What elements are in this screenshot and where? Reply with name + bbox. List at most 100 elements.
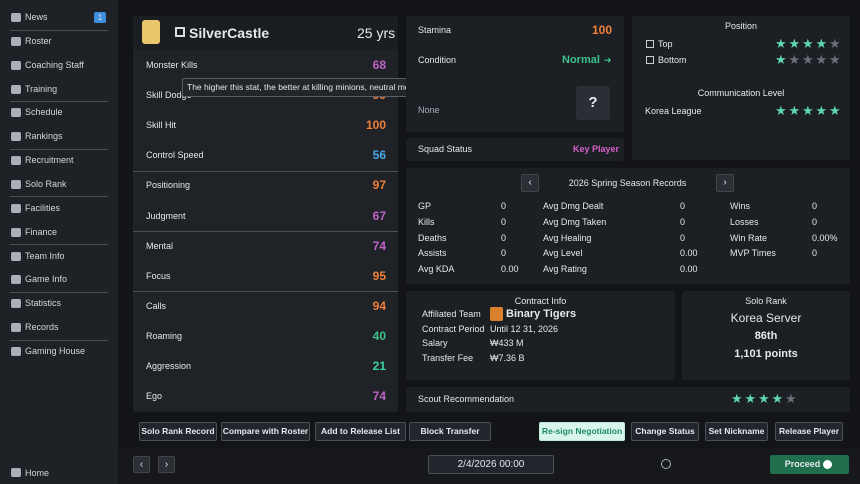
nav-item[interactable]: Recruitment [25,155,74,166]
nav-item[interactable]: Statistics [25,298,62,309]
separator [10,101,108,103]
nav-item[interactable]: Records [25,322,59,333]
nav-icon [11,203,21,213]
star: ★ [802,52,814,67]
stat-label: Judgment [146,210,186,221]
role-icon [646,40,654,48]
nav-item[interactable]: Schedule [25,107,63,118]
action-button[interactable]: Block Transfer [409,422,491,441]
record-value: 0.00 [680,248,698,259]
clock-icon [661,459,671,469]
star: ★ [785,391,797,406]
nav-item[interactable]: Home [25,468,50,478]
star: ★ [802,103,814,118]
title: Solo Rank [745,296,787,306]
nav-icon [11,251,21,261]
contract-label: Affiliated Team [422,309,481,319]
stat-value: 100 [365,118,386,133]
stat-value: 40 [372,328,386,343]
nav-item[interactable]: Game Info [25,274,68,285]
nav-item[interactable]: Team Info [25,250,65,261]
action-button[interactable]: Set Nickname [705,422,768,441]
nav-button[interactable]: › [158,456,175,473]
record-value: 0 [812,201,818,211]
star: ★ [829,36,841,51]
nav-icon [11,275,21,285]
stat-value: 74 [372,389,386,404]
label: Condition [418,55,457,65]
stat-label: Positioning [146,180,191,191]
nav-icon [11,299,21,309]
star: ★ [815,36,828,51]
nav-item[interactable]: Facilities [25,202,61,213]
action-button[interactable]: Release Player [775,422,843,441]
action-button[interactable]: Add to Release List [315,422,406,441]
proceed-button[interactable]: Proceed [770,455,849,474]
contract-panel [406,291,675,380]
records-panel [406,168,850,284]
nav-icon [11,156,21,166]
sidebar [0,0,118,484]
player-header [133,16,398,50]
record-label: Losses [730,216,759,227]
nav-item[interactable]: News [25,12,48,22]
record-label: GP [418,201,432,211]
role-icon [646,56,654,64]
action-button[interactable]: Compare with Roster [221,422,310,441]
nav-item[interactable]: Solo Rank [25,178,67,189]
contract-value: Binary Tigers [506,308,577,320]
stat-label: Control Speed [146,150,204,161]
record-label: Avg Rating [543,264,587,275]
separator [10,291,108,293]
separator [10,196,108,198]
league-label: Korea League [645,106,702,116]
nav-button[interactable]: ‹ [133,456,150,473]
stat-label: Skill Hit [146,120,177,131]
stat-value: 74 [372,238,386,253]
squad-value: Key Player [573,144,620,154]
proceed-icon [823,460,832,469]
action-button[interactable]: Solo Rank Record [139,422,217,441]
stat-label: Calls [146,300,167,311]
position-panel [632,16,850,160]
avatar [142,20,160,44]
scout-panel [406,387,850,412]
nav-icon [11,346,21,356]
star: ★ [829,103,841,118]
record-label: Avg KDA [418,264,455,275]
stat-value: 21 [372,359,386,373]
record-label: Deaths [418,232,447,243]
record-value: 0 [501,248,507,259]
star: ★ [788,36,801,51]
record-label: Avg Dmg Dealt [543,201,604,211]
contract-value: ₩433 M [490,338,524,348]
nav-icon [11,323,21,333]
record-label: Avg Healing [543,232,592,243]
record-label: MVP Times [730,248,776,259]
nav-item[interactable]: Rankings [25,131,63,142]
player-age: 25 yrs [357,25,396,41]
flag-icon [175,27,185,37]
star: ★ [775,36,787,51]
star: ★ [731,391,743,406]
nav-item[interactable]: Finance [25,226,58,237]
record-value: 0 [812,216,818,227]
action-button[interactable]: Change Status [631,422,699,441]
action-button[interactable]: Re-sign Negotiation [539,422,625,441]
nav-button[interactable]: ‹ [521,174,539,192]
team-logo [490,307,503,321]
star: ★ [775,52,787,67]
stat-label: Roaming [146,330,183,341]
date-box: 2/4/2026 00:00 [428,455,554,474]
nav-icon [11,13,21,22]
title: Position [724,21,758,31]
nav-item[interactable]: Training [25,83,58,94]
nav-item[interactable]: Gaming House [25,345,86,356]
nav-item[interactable]: Roster [25,35,52,46]
nav-button[interactable]: › [716,174,734,192]
player-name: SilverCastle [189,25,270,41]
nav-item[interactable]: Coaching Staff [25,59,84,70]
server: Korea Server [730,311,802,325]
star: ★ [815,103,828,118]
